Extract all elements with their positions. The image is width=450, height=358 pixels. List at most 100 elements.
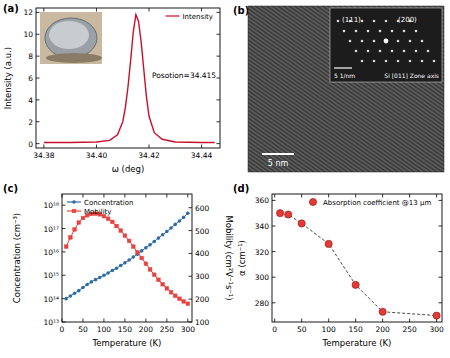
data-point bbox=[352, 281, 359, 288]
holder bbox=[46, 53, 102, 63]
y-tick bbox=[217, 121, 221, 122]
y-tick bbox=[36, 56, 40, 57]
y2-tick bbox=[189, 207, 193, 208]
diffraction-spot bbox=[427, 50, 430, 53]
series-line bbox=[280, 213, 437, 315]
inset-scale-bar bbox=[334, 67, 352, 68]
x-tick bbox=[328, 319, 329, 323]
data-point bbox=[173, 223, 177, 227]
diffraction-spot bbox=[403, 50, 406, 53]
y-tick bbox=[439, 226, 443, 227]
data-point bbox=[152, 273, 156, 277]
data-point bbox=[69, 294, 73, 298]
diffraction-spot bbox=[373, 20, 376, 23]
wafer-shine bbox=[49, 21, 89, 49]
data-group bbox=[276, 210, 440, 320]
data-point bbox=[148, 243, 152, 247]
panel-label: (a) bbox=[3, 3, 19, 14]
data-point bbox=[144, 262, 148, 266]
image-annotation: (111) bbox=[342, 16, 361, 24]
diffraction-spot bbox=[391, 50, 394, 53]
data-point bbox=[161, 282, 165, 286]
diffraction-spot bbox=[367, 50, 370, 53]
figure: (a)34.3834.4034.4234.44024681012ω (deg)I… bbox=[0, 0, 450, 358]
x-tick bbox=[103, 194, 104, 198]
y-tick bbox=[272, 277, 276, 278]
diffraction-spot bbox=[415, 50, 418, 53]
data-point bbox=[98, 276, 102, 280]
y2-tick-label: 200 bbox=[195, 295, 210, 304]
y-tick bbox=[272, 251, 276, 252]
data-point bbox=[77, 289, 81, 293]
inset-background bbox=[40, 12, 102, 64]
x-axis-label: Temperature (K) bbox=[322, 338, 392, 348]
y-axis-label: Concentration (cm⁻³) bbox=[12, 213, 22, 303]
data-point bbox=[169, 226, 173, 230]
data-point bbox=[127, 239, 131, 243]
panel: (b)(111)(200)5 1/nmSi [011] Zone axis5 n… bbox=[233, 5, 444, 172]
legend-marker bbox=[72, 200, 76, 204]
legend-label: Absorption coefficient @13 μm bbox=[323, 199, 431, 207]
data-point bbox=[81, 286, 85, 290]
diffraction-spot bbox=[361, 20, 364, 23]
x-tick bbox=[301, 319, 302, 323]
x-tick-label: 250 bbox=[402, 325, 417, 334]
x-tick bbox=[43, 8, 44, 12]
x-axis-label: Temperature (K) bbox=[92, 338, 162, 348]
y-tick bbox=[272, 200, 276, 201]
inset-photo bbox=[40, 12, 102, 64]
x-tick bbox=[201, 145, 202, 149]
x-tick-label: 150 bbox=[118, 325, 133, 334]
diffraction-spot bbox=[409, 60, 412, 63]
data-point bbox=[64, 297, 68, 301]
y-tick bbox=[62, 251, 66, 252]
wafer bbox=[45, 18, 97, 58]
plot-area bbox=[62, 194, 192, 322]
data-point bbox=[111, 220, 115, 224]
image-annotation: 5 nm bbox=[268, 159, 289, 168]
y-tick bbox=[36, 121, 40, 122]
y-tick bbox=[217, 12, 221, 13]
diffraction-spot bbox=[379, 30, 382, 33]
x-tick bbox=[187, 319, 188, 323]
legend: Absorption coefficient @13 μm bbox=[309, 198, 431, 206]
y2-tick-label: 500 bbox=[195, 227, 210, 236]
data-point bbox=[157, 278, 161, 282]
diffraction-spot bbox=[384, 39, 389, 44]
x-tick bbox=[145, 194, 146, 198]
data-point bbox=[123, 261, 127, 265]
diffraction-spot bbox=[379, 50, 382, 53]
y-tick-label: 300 bbox=[255, 273, 270, 282]
tem-image bbox=[248, 6, 444, 172]
legend-label: Mobility bbox=[84, 208, 112, 216]
legend-marker bbox=[309, 198, 316, 205]
image-annotation: (200) bbox=[398, 16, 417, 24]
y-tick-label: 340 bbox=[255, 222, 270, 231]
data-point bbox=[161, 233, 165, 237]
y-tick bbox=[36, 78, 40, 79]
annotation: Posotion=34.415 bbox=[152, 71, 216, 80]
y-tick bbox=[272, 226, 276, 227]
diffraction-spot bbox=[337, 20, 340, 23]
y-tick-label: 0 bbox=[28, 140, 33, 149]
data-point bbox=[285, 211, 292, 218]
y-tick bbox=[217, 56, 221, 57]
y-tick bbox=[62, 228, 66, 229]
legend-swatch bbox=[166, 15, 180, 16]
y-tick bbox=[217, 34, 221, 35]
y-tick bbox=[36, 34, 40, 35]
diffraction-spot bbox=[343, 30, 346, 33]
x-tick bbox=[409, 319, 410, 323]
panel-label: (b) bbox=[233, 5, 249, 16]
diffraction-spot bbox=[385, 60, 388, 63]
y-tick bbox=[36, 12, 40, 13]
data-point bbox=[119, 264, 123, 268]
y-tick-label: 280 bbox=[255, 299, 270, 308]
data-point bbox=[325, 240, 332, 247]
x-tick bbox=[145, 319, 146, 323]
x-tick bbox=[103, 319, 104, 323]
data-point bbox=[90, 280, 94, 284]
data-point bbox=[152, 240, 156, 244]
legend-marker bbox=[72, 209, 76, 213]
diffraction-spot bbox=[397, 40, 400, 43]
